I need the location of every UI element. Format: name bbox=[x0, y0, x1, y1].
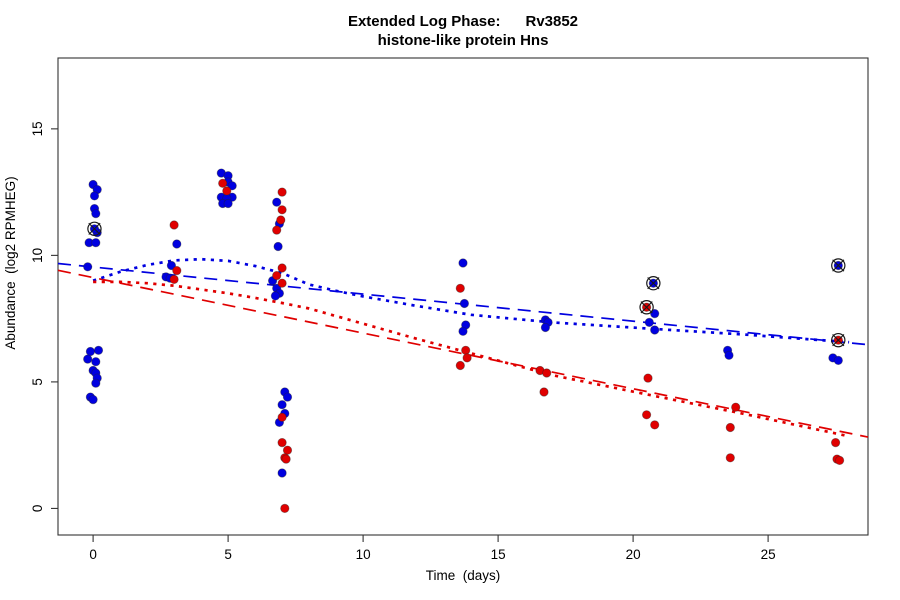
blue-data-point bbox=[85, 346, 96, 357]
blue-data-point bbox=[540, 322, 551, 333]
x-tick-label: 25 bbox=[761, 547, 776, 562]
blue-data-point bbox=[272, 197, 282, 207]
red-data-point bbox=[834, 455, 845, 465]
red-data-point bbox=[272, 225, 282, 235]
x-tick-label: 10 bbox=[356, 547, 371, 562]
chart-title-line2: histone-like protein Hns bbox=[378, 32, 549, 49]
red-data-point bbox=[641, 410, 652, 420]
red-data-point bbox=[281, 454, 291, 464]
red-data-point bbox=[277, 187, 287, 197]
outlier-x-mark bbox=[647, 277, 660, 290]
y-tick-label: 5 bbox=[30, 378, 45, 386]
red-data-point bbox=[277, 278, 287, 288]
outlier-x-mark bbox=[832, 334, 845, 347]
red-data-point bbox=[169, 274, 179, 284]
red-data-point bbox=[725, 453, 735, 463]
x-tick-label: 0 bbox=[89, 547, 97, 562]
outlier-circle-mark bbox=[639, 300, 654, 315]
blue-data-point bbox=[833, 355, 843, 365]
blue-data-point bbox=[273, 241, 283, 252]
red-data-point bbox=[277, 437, 287, 448]
red-linear-fit-trend-line bbox=[57, 269, 869, 438]
red-data-point bbox=[169, 220, 179, 230]
blue-data-point bbox=[227, 181, 237, 191]
blue-data-point bbox=[89, 191, 100, 201]
red-data-point bbox=[282, 445, 293, 455]
red-data-point bbox=[277, 205, 287, 215]
red-data-point bbox=[830, 437, 841, 448]
red-data-point bbox=[277, 412, 287, 422]
red-data-point bbox=[725, 422, 735, 433]
x-tick-label: 20 bbox=[626, 547, 641, 562]
blue-data-point bbox=[459, 298, 469, 309]
outlier-circle-mark bbox=[831, 332, 846, 348]
blue-data-point bbox=[91, 238, 101, 248]
blue-data-point bbox=[83, 262, 93, 272]
blue-data-point bbox=[88, 394, 98, 405]
y-axis-label: Abundance (log2 RPMHEG) bbox=[3, 176, 18, 349]
red-data-point bbox=[172, 265, 182, 276]
red-data-point bbox=[218, 178, 228, 188]
blue-data-point bbox=[83, 354, 93, 364]
red-data-point bbox=[277, 263, 287, 273]
red-data-point bbox=[455, 360, 465, 371]
red-smooth-fit-trend-line bbox=[93, 280, 850, 438]
red-data-point bbox=[276, 215, 286, 225]
blue-data-point bbox=[223, 198, 233, 209]
blue-data-point bbox=[172, 239, 182, 249]
red-data-point bbox=[462, 353, 472, 363]
red-data-point bbox=[461, 345, 471, 355]
red-data-point bbox=[731, 402, 741, 412]
blue-data-point bbox=[270, 291, 280, 301]
y-tick-label: 0 bbox=[30, 505, 45, 513]
blue-data-point bbox=[93, 345, 104, 355]
chart-title-line1: Extended Log Phase: Rv3852 bbox=[348, 13, 578, 30]
y-tick-label: 15 bbox=[30, 121, 45, 136]
outlier-circle-mark bbox=[646, 276, 661, 291]
blue-data-point bbox=[458, 326, 468, 336]
outlier-x-mark bbox=[88, 222, 101, 235]
red-data-point bbox=[280, 503, 290, 513]
red-data-point bbox=[455, 283, 465, 293]
blue-data-point bbox=[277, 400, 287, 410]
blue-data-point bbox=[650, 308, 660, 319]
blue-data-point bbox=[166, 260, 176, 271]
red-data-point bbox=[643, 373, 653, 383]
x-tick-label: 15 bbox=[491, 547, 506, 562]
red-data-point bbox=[650, 420, 660, 430]
blue-data-point bbox=[91, 209, 101, 219]
blue-data-point bbox=[282, 392, 293, 402]
x-axis-label: Time (days) bbox=[426, 568, 501, 583]
outlier-circle-mark bbox=[87, 221, 102, 237]
red-data-point bbox=[542, 368, 552, 378]
blue-data-point bbox=[644, 317, 654, 327]
blue-data-point bbox=[91, 378, 101, 388]
plot-area: 0 5 10 15 20 25 0 5 10 15 bbox=[30, 57, 869, 562]
x-tick-label: 5 bbox=[224, 547, 232, 562]
blue-data-point bbox=[91, 357, 101, 367]
red-data-point bbox=[222, 186, 232, 196]
outlier-circle-mark bbox=[831, 258, 846, 273]
red-data-point bbox=[539, 387, 549, 397]
blue-data-point bbox=[458, 258, 468, 268]
y-tick-label: 10 bbox=[30, 248, 45, 263]
blue-data-point bbox=[277, 468, 287, 478]
blue-data-point bbox=[650, 325, 660, 335]
outlier-x-mark bbox=[832, 259, 845, 272]
red-data-point bbox=[272, 270, 282, 281]
outlier-x-mark bbox=[640, 301, 653, 314]
blue-data-point bbox=[724, 350, 734, 360]
plot-box bbox=[57, 57, 869, 536]
